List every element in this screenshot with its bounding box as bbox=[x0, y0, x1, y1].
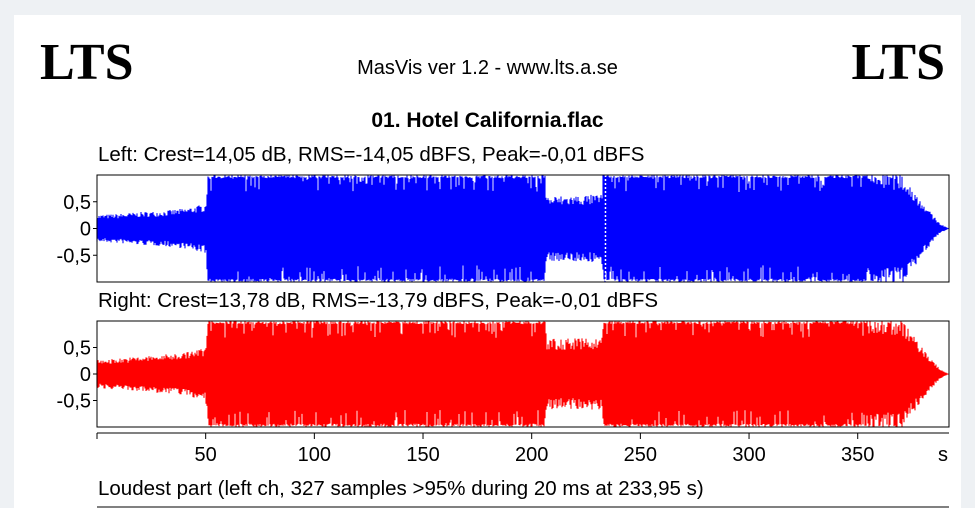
right-y-tick-label: 0 bbox=[80, 364, 91, 386]
lts-logo-left: LTS bbox=[40, 34, 134, 91]
left-y-tick-label: 0,5 bbox=[63, 192, 91, 214]
time-axis-tick-label: 200 bbox=[515, 444, 548, 466]
left-channel-stats: Left: Crest=14,05 dB, RMS=-14,05 dBFS, P… bbox=[98, 143, 645, 166]
time-axis-tick-label: 50 bbox=[195, 444, 217, 466]
time-axis-tick-label: 250 bbox=[624, 444, 657, 466]
left-y-tick-label: 0 bbox=[80, 219, 91, 241]
left-waveform bbox=[96, 175, 949, 282]
left-channel-plot: 0,5 0 -0,5 bbox=[57, 174, 950, 283]
right-channel-plot: 0,5 0 -0,5 bbox=[57, 320, 950, 428]
right-waveform bbox=[96, 321, 949, 427]
time-axis-tick-label: 150 bbox=[406, 444, 439, 466]
right-y-tick-label: 0,5 bbox=[63, 338, 91, 360]
masvis-report: LTS MasVis ver 1.2 - www.lts.a.se LTS 01… bbox=[14, 15, 961, 508]
loudest-part-label: Loudest part (left ch, 327 samples >95% … bbox=[98, 477, 704, 500]
time-axis-tick-label: 100 bbox=[298, 444, 331, 466]
right-y-tick-label: -0,5 bbox=[57, 391, 91, 413]
time-axis-tick-label: 350 bbox=[841, 444, 874, 466]
time-axis-unit-label: s bbox=[938, 444, 948, 466]
waveform-charts: 0,5 0 -0,5 0,5 0 -0,5 50 100 150 200 250 300 350 s bbox=[57, 174, 950, 508]
file-title: 01. Hotel California.flac bbox=[371, 109, 604, 132]
time-axis-tick-label: 300 bbox=[732, 444, 765, 466]
lts-logo-right: LTS bbox=[851, 34, 945, 91]
right-channel-stats: Right: Crest=13,78 dB, RMS=-13,79 dBFS, … bbox=[98, 289, 659, 312]
left-y-tick-label: -0,5 bbox=[57, 245, 91, 267]
app-title: MasVis ver 1.2 - www.lts.a.se bbox=[357, 57, 618, 79]
time-axis: 50 100 150 200 250 300 350 s bbox=[96, 432, 949, 508]
